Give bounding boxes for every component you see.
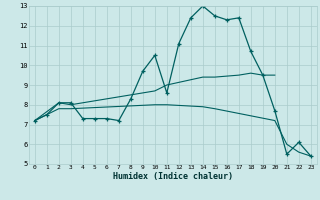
X-axis label: Humidex (Indice chaleur): Humidex (Indice chaleur) [113,172,233,181]
